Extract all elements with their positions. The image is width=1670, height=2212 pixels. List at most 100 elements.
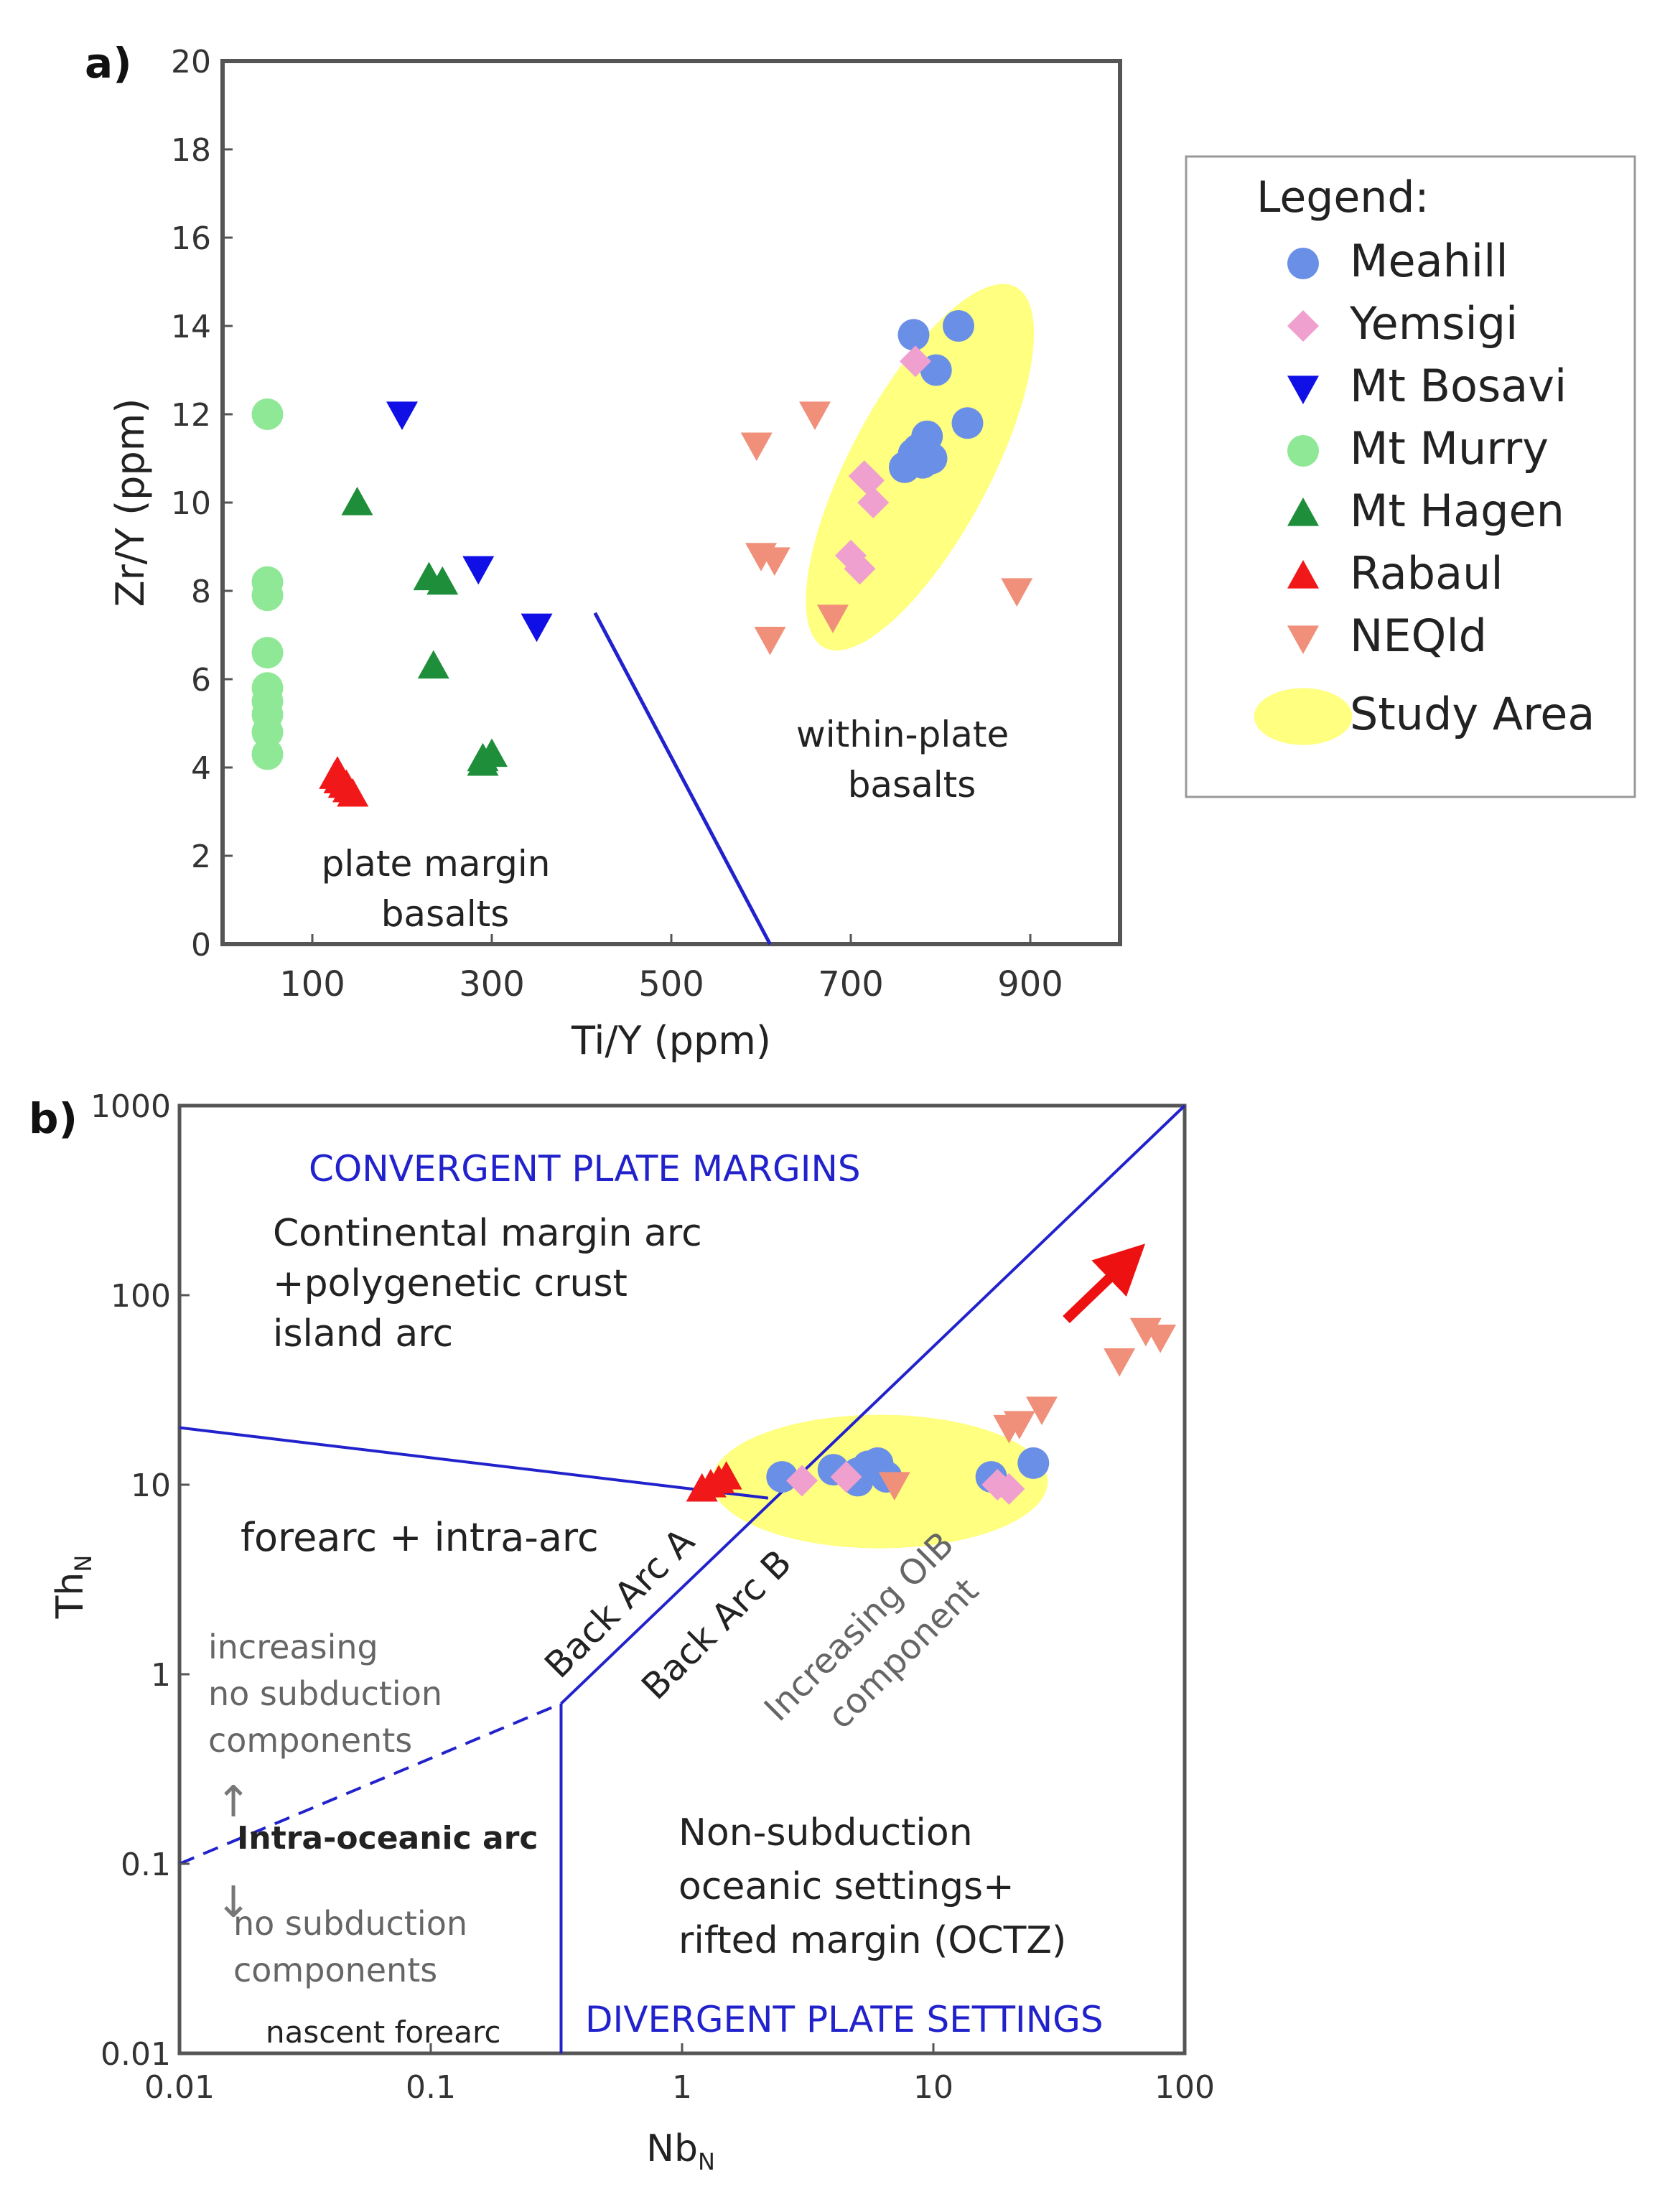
legend-title: Legend:: [1256, 172, 1429, 223]
panel-a-field-label-plate-margin: plate margin basalts: [322, 843, 562, 935]
field-label-no-subduction: no subduction components: [233, 1904, 478, 1989]
legend-label-neqld: NEQld: [1350, 610, 1487, 662]
trend-arrow-icon: [1063, 1243, 1146, 1324]
point-yemsigi: [900, 345, 931, 378]
legend-items: Meahill Yemsigi Mt Bosavi Mt Murry Mt Hagen R…: [1254, 235, 1595, 745]
point-mt-bosavi: [462, 556, 495, 585]
boundary-line: [560, 1104, 1186, 1705]
point-neqld: [754, 627, 786, 655]
y-tick-label: 0.01: [101, 2036, 171, 2073]
y-tick-label: 10: [131, 1467, 171, 1504]
point-neqld: [1025, 1396, 1058, 1425]
legend-marker-study-area: [1254, 688, 1353, 745]
point-mt-hagen: [417, 650, 449, 679]
field-label-increasing-no-subduction: increasing no subduction components: [208, 1628, 453, 1760]
panel-a-field-label-within-plate: within-plate basalts: [796, 714, 1020, 806]
x-tick-label: 0.01: [144, 2069, 215, 2106]
y-tick-label: 8: [191, 574, 211, 610]
point-neqld: [740, 432, 773, 462]
field-label-non-subduction: Non-subduction oceanic settings+ rifted …: [678, 1811, 1066, 1962]
legend-label-yemsigi: Yemsigi: [1349, 297, 1518, 350]
y-tick-label: 1000: [90, 1088, 171, 1125]
point-mt-hagen: [467, 742, 499, 772]
field-title-convergent: CONVERGENT PLATE MARGINS: [309, 1148, 861, 1190]
boundary-line: [179, 1702, 562, 1865]
x-tick-label: 300: [459, 964, 525, 1004]
point-neqld: [1003, 1411, 1035, 1439]
point-mt-bosavi: [521, 613, 553, 643]
legend-frame: [1185, 155, 1636, 798]
field-label-increasing-oib: Increasing OIB component: [757, 1516, 1005, 1765]
legend-marker-mt-bosavi: [1287, 375, 1319, 404]
x-tick-label: 500: [638, 964, 704, 1004]
point-neqld: [878, 1472, 910, 1501]
y-tick-label: 14: [171, 309, 211, 345]
point-rabaul: [694, 1469, 727, 1498]
legend-label-rabaul: Rabaul: [1350, 547, 1503, 599]
x-tick-label: 0.1: [406, 2069, 456, 2106]
y-tick-label: 4: [191, 750, 211, 787]
x-tick-label: 900: [997, 964, 1063, 1004]
up-arrow-icon: ↑: [215, 1777, 251, 1827]
panel-b-boundaries: [179, 1104, 1186, 2053]
point-meahill: [951, 407, 984, 439]
panel-a-boundary-line: [593, 612, 772, 946]
point-meahill: [897, 319, 930, 351]
point-rabaul: [330, 769, 363, 798]
legend-label-study-area: Study Area: [1350, 688, 1595, 740]
field-label-continental-arc: Continental margin arc +polygenetic crus…: [273, 1212, 714, 1355]
point-mt-murry: [251, 637, 284, 669]
panel-b-ticks: 0.01 0.1 1 10 100 0.01 0.1 1 10 100 1000: [90, 1088, 1215, 2106]
y-tick-label: 16: [171, 220, 211, 257]
point-neqld: [1001, 578, 1033, 607]
point-mt-murry: [251, 716, 284, 748]
legend-marker-yemsigi: [1287, 310, 1319, 342]
legend-marker-mt-hagen: [1287, 498, 1319, 526]
y-tick-label: 18: [171, 132, 211, 169]
point-neqld: [817, 605, 849, 633]
point-yemsigi: [857, 487, 890, 518]
panel-b-chart: b) 0.01 0.1 1 10 100 0.01 0.1 1 10 100 1000 CONVER…: [29, 1088, 1215, 2175]
point-meahill: [1017, 1447, 1050, 1479]
panel-a-label: a): [85, 39, 132, 88]
legend-marker-meahill: [1287, 248, 1319, 279]
x-tick-label: 10: [913, 2069, 953, 2106]
x-tick-label: 100: [1154, 2069, 1215, 2106]
legend-label-meahill: Meahill: [1350, 235, 1508, 287]
y-tick-label: 1: [151, 1657, 171, 1694]
point-yemsigi: [830, 1461, 862, 1493]
legend-label-mt-murry: Mt Murry: [1350, 422, 1549, 475]
point-yemsigi: [844, 553, 876, 585]
panel-a-points: [251, 310, 1033, 807]
point-mt-murry: [251, 398, 284, 430]
legend-marker-neqld: [1287, 625, 1319, 654]
point-mt-murry: [251, 738, 284, 770]
x-tick-label: 1: [672, 2069, 692, 2106]
panel-a-x-axis-label: Ti/Y (ppm): [571, 1018, 771, 1063]
point-mt-murry: [251, 579, 284, 612]
point-yemsigi: [993, 1473, 1025, 1505]
point-neqld: [1144, 1324, 1177, 1353]
y-tick-label: 20: [171, 44, 211, 80]
field-label-nascent-forearc: nascent forearc: [266, 2015, 500, 2050]
y-tick-label: 0.1: [121, 1847, 171, 1883]
y-tick-label: 12: [171, 397, 211, 434]
point-meahill: [766, 1461, 798, 1493]
point-meahill: [897, 438, 930, 470]
point-mt-hagen: [426, 566, 459, 595]
point-yemsigi: [848, 460, 880, 493]
legend-marker-mt-murry: [1287, 435, 1319, 467]
legend-label-mt-hagen: Mt Hagen: [1350, 485, 1564, 537]
panel-b-label: b): [29, 1094, 78, 1143]
y-tick-label: 2: [191, 839, 211, 875]
boundary-line: [179, 1426, 769, 1500]
down-arrow-icon: ↓: [215, 1877, 251, 1928]
y-tick-label: 100: [111, 1278, 171, 1315]
y-tick-label: 0: [191, 927, 211, 963]
point-meahill: [943, 310, 974, 342]
panel-a-chart: a) 100 300 500 700 900 0 2 4 6 8 10 12 14 16 18 20 plat…: [85, 39, 1122, 1063]
panel-b-x-axis-label: NbN: [646, 2127, 715, 2175]
point-mt-bosavi: [386, 401, 418, 430]
